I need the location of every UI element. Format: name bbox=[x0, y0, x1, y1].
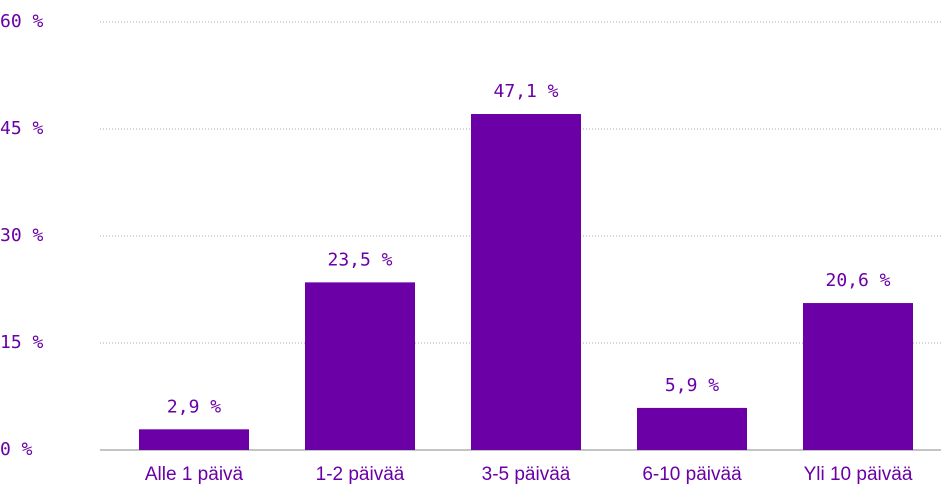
value-label: 2,9 % bbox=[167, 396, 221, 417]
x-tick-label: 6-10 päivää bbox=[642, 464, 742, 485]
value-label: 20,6 % bbox=[825, 270, 890, 291]
y-tick-label: 45 % bbox=[0, 118, 44, 139]
x-tick-label: 1-2 päivää bbox=[316, 464, 405, 485]
y-tick-label: 15 % bbox=[0, 332, 44, 353]
bar bbox=[305, 282, 415, 450]
bar bbox=[139, 429, 249, 450]
x-tick-label: 3-5 päivää bbox=[482, 464, 571, 485]
y-tick-label: 60 % bbox=[0, 11, 44, 32]
y-tick-label: 30 % bbox=[0, 225, 44, 246]
value-label: 23,5 % bbox=[327, 249, 392, 270]
x-tick-label: Yli 10 päivää bbox=[804, 464, 913, 485]
bar bbox=[471, 114, 581, 451]
x-tick-label: Alle 1 päivä bbox=[145, 464, 244, 485]
value-label: 47,1 % bbox=[493, 81, 558, 102]
bar bbox=[803, 303, 913, 450]
value-label: 5,9 % bbox=[665, 375, 719, 396]
bar bbox=[637, 407, 747, 450]
y-tick-label: 0 % bbox=[0, 439, 33, 460]
